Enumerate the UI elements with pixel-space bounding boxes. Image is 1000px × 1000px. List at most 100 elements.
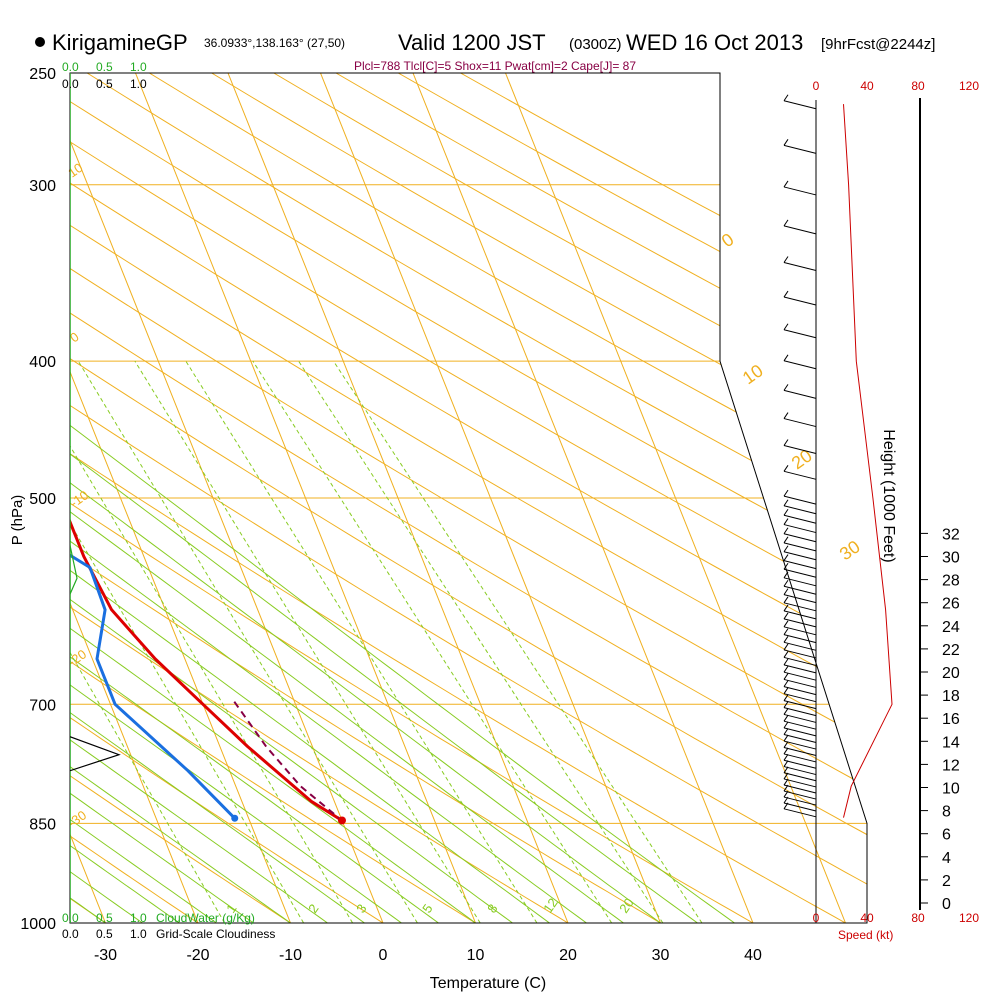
wind-barb-flag	[783, 180, 789, 188]
wind-barb	[783, 796, 817, 812]
wind-barb	[783, 766, 817, 782]
x-axis-title: Temperature (C)	[430, 975, 546, 992]
wind-barb-shaft	[783, 641, 817, 651]
wind-barb-flag	[783, 628, 789, 635]
wind-barb-flag	[783, 728, 789, 735]
wind-barb-flag	[783, 784, 789, 792]
height-tick-22: 22	[942, 642, 960, 659]
wind-barb-flag	[783, 571, 789, 579]
dry-adiabat-label-1: 0	[67, 329, 82, 345]
moist-adiabat-18	[70, 73, 550, 923]
wind-barb	[783, 772, 817, 788]
mixing-ratio-20	[252, 360, 613, 923]
mixing-ratio-label-8: 8	[484, 901, 500, 916]
wind-barb-flag	[783, 687, 789, 694]
wind-barb-shaft	[783, 542, 817, 552]
height-tick-20: 20	[942, 665, 960, 682]
wind-barb-flag	[783, 701, 789, 708]
wind-barb	[783, 499, 817, 515]
temperature-surface-point	[337, 816, 346, 825]
speed-tick-bottom-3: 120	[959, 911, 979, 925]
y-axis-title: P (hPa)	[9, 495, 26, 546]
parcel-line	[233, 701, 343, 822]
wind-barb	[783, 579, 817, 595]
wind-barb	[783, 628, 817, 644]
dry-adiabat-40	[70, 73, 806, 923]
wind-barb-shaft	[783, 686, 817, 696]
dry-adiabat-60	[70, 73, 867, 923]
dry-adiabat-label-6: 10	[739, 360, 767, 388]
wind-barb	[783, 554, 817, 570]
wind-barb	[783, 465, 817, 480]
wind-barb-shaft	[783, 329, 817, 339]
p-tick-700: 700	[29, 697, 56, 714]
dry-adiabat-label-3: -20	[65, 646, 89, 669]
wind-barb-shaft	[783, 296, 817, 306]
wind-barb-shaft	[783, 766, 817, 776]
wind-barb-shaft	[783, 707, 817, 717]
wind-barb-flag	[783, 760, 789, 767]
wind-barb-shaft	[783, 602, 817, 612]
speed-label: Speed (kt)	[838, 928, 893, 942]
dry-adiabat--20	[70, 73, 244, 923]
isotherm-30	[265, 73, 661, 923]
mixing-ratio-12	[185, 360, 538, 923]
moist-adiabat-30	[70, 73, 661, 923]
dry-adiabat-100	[70, 73, 867, 923]
wind-barb-shaft	[783, 225, 817, 235]
wind-barb	[783, 588, 817, 604]
wind-barb	[783, 256, 817, 271]
station-coords: 36.0933°,138.163° (27,50)	[204, 36, 345, 50]
wind-barb-shaft	[783, 514, 817, 524]
wind-barb-shaft	[783, 656, 817, 666]
dry-adiabat-170	[231, 73, 867, 923]
dry-adiabat-50	[70, 73, 867, 923]
cloudiness-bottom-1: 0.5	[96, 927, 113, 941]
dry-adiabat-190	[354, 73, 867, 923]
wind-barb-flag	[783, 323, 789, 331]
mixing-ratio-label-3: 3	[353, 901, 369, 916]
wind-barb-shaft	[783, 772, 817, 782]
wind-barb-flag	[783, 536, 789, 544]
wind-barb	[783, 384, 817, 399]
wind-barb	[783, 94, 817, 110]
height-tick-24: 24	[942, 619, 960, 636]
dry-adiabat-160	[170, 73, 867, 923]
wind-barb-shaft	[783, 759, 817, 769]
wind-barb	[783, 802, 817, 818]
moist-adiabat-34	[70, 73, 698, 923]
cloudwater-scale-1: 0.5	[96, 60, 113, 74]
cloudwater-bottom-2: 1.0	[130, 911, 147, 925]
profiles	[70, 73, 346, 923]
wind-barb-flag	[783, 465, 789, 472]
height-tick-0: 0	[942, 896, 951, 913]
wind-barb-shaft	[783, 533, 817, 543]
wind-barb	[783, 747, 817, 763]
wind-barb-shaft	[783, 734, 817, 743]
wind-barb-flag	[783, 673, 789, 680]
wind-barb-flag	[783, 554, 789, 561]
wind-barb-shaft	[783, 753, 817, 763]
valid-time: Valid 1200 JST	[398, 30, 546, 55]
moist-adiabat--14	[70, 73, 254, 923]
temperature-line	[70, 517, 343, 822]
wind-barb-flag	[783, 772, 789, 780]
mixing-ratio-3	[70, 360, 354, 923]
wind-barb	[783, 290, 817, 306]
wind-barb-shaft	[783, 649, 817, 659]
wind-barb	[783, 651, 817, 666]
mixing-ratio-28	[298, 360, 664, 923]
wind-barb-shaft	[783, 747, 817, 757]
dry-adiabat-90	[70, 73, 867, 923]
speed-tick-top-0: 0	[813, 79, 820, 93]
wind-barb-flag	[783, 734, 789, 742]
wind-barb	[783, 784, 817, 800]
cloudiness-bottom-2: 1.0	[130, 927, 147, 941]
moist-adiabat-6	[70, 73, 439, 923]
height-tick-16: 16	[942, 711, 960, 728]
wind-barb-shaft	[783, 389, 817, 399]
wind-barb-flag	[783, 721, 789, 729]
